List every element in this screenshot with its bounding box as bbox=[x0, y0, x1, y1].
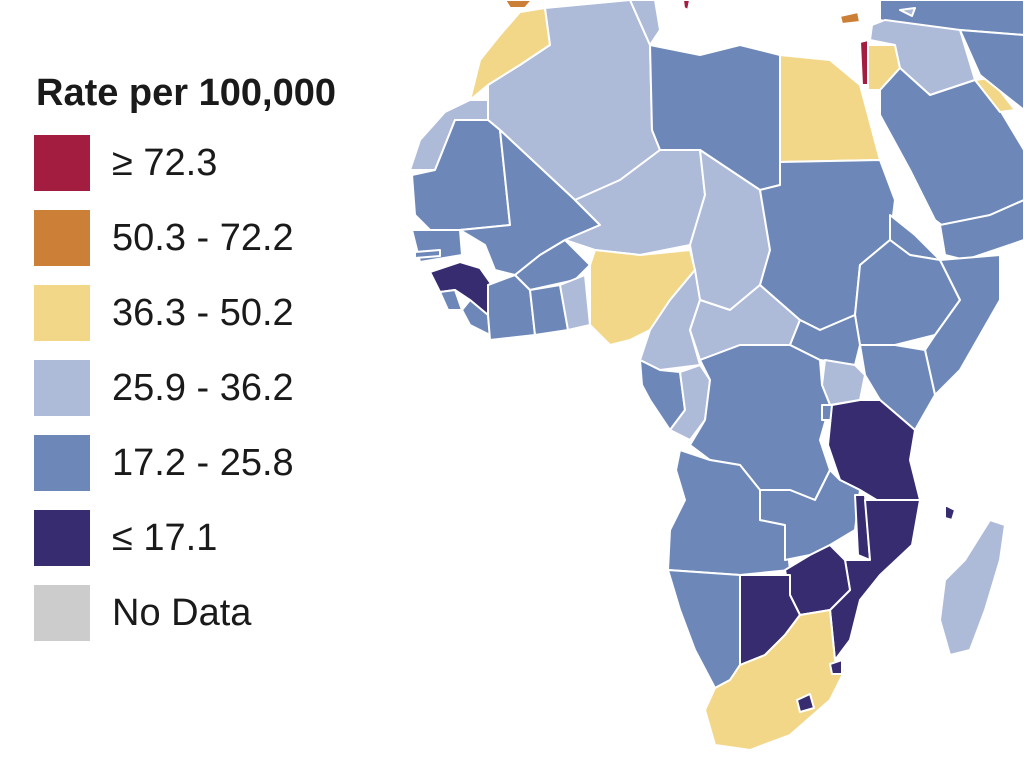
legend-swatch bbox=[34, 210, 90, 266]
legend-item: No Data bbox=[34, 585, 414, 641]
legend-item: 50.3 - 72.2 bbox=[34, 210, 414, 266]
legend-swatch bbox=[34, 360, 90, 416]
region-tunisia bbox=[629, 0, 661, 46]
region-namibia bbox=[667, 569, 741, 689]
legend-item: 25.9 - 36.2 bbox=[34, 360, 414, 416]
region-iran bbox=[959, 29, 1024, 111]
legend-label: ≥ 72.3 bbox=[112, 141, 218, 184]
region-spain bbox=[504, 0, 533, 9]
region-egypt bbox=[779, 54, 881, 163]
region-yemen bbox=[939, 199, 1024, 261]
region-kenya bbox=[859, 344, 936, 431]
legend-item: ≤ 17.1 bbox=[34, 510, 414, 566]
legend-swatch bbox=[34, 135, 90, 191]
region-greece bbox=[839, 11, 861, 25]
legend-label: No Data bbox=[112, 591, 252, 634]
region-comoros bbox=[944, 504, 956, 521]
region-gambia bbox=[414, 249, 441, 259]
region-cyprus bbox=[899, 7, 916, 17]
region-madagascar bbox=[939, 519, 1006, 656]
legend-swatch bbox=[34, 435, 90, 491]
legend-label: 25.9 - 36.2 bbox=[112, 366, 294, 409]
region-italy-tip bbox=[682, 0, 691, 11]
region-eswatini bbox=[829, 659, 843, 675]
map-legend: Rate per 100,000 ≥ 72.3 50.3 - 72.2 36.3… bbox=[34, 72, 414, 660]
region-saudi-arabia bbox=[879, 67, 1024, 236]
legend-title: Rate per 100,000 bbox=[36, 72, 336, 114]
region-congo bbox=[669, 364, 711, 441]
legend-swatch bbox=[34, 285, 90, 341]
legend-swatch bbox=[34, 510, 90, 566]
region-israel bbox=[859, 39, 869, 86]
legend-label: 50.3 - 72.2 bbox=[112, 216, 294, 259]
legend-swatch bbox=[34, 585, 90, 641]
legend-item: 17.2 - 25.8 bbox=[34, 435, 414, 491]
region-zambia bbox=[759, 469, 861, 561]
legend-label: 36.3 - 50.2 bbox=[112, 291, 294, 334]
region-lesotho bbox=[796, 693, 815, 713]
region-mozambique bbox=[829, 499, 921, 661]
region-south-africa bbox=[704, 609, 846, 751]
legend-label: 17.2 - 25.8 bbox=[112, 441, 294, 484]
region-uganda bbox=[821, 359, 866, 406]
legend-item: ≥ 72.3 bbox=[34, 135, 414, 191]
legend-item: 36.3 - 50.2 bbox=[34, 285, 414, 341]
legend-label: ≤ 17.1 bbox=[112, 516, 218, 559]
